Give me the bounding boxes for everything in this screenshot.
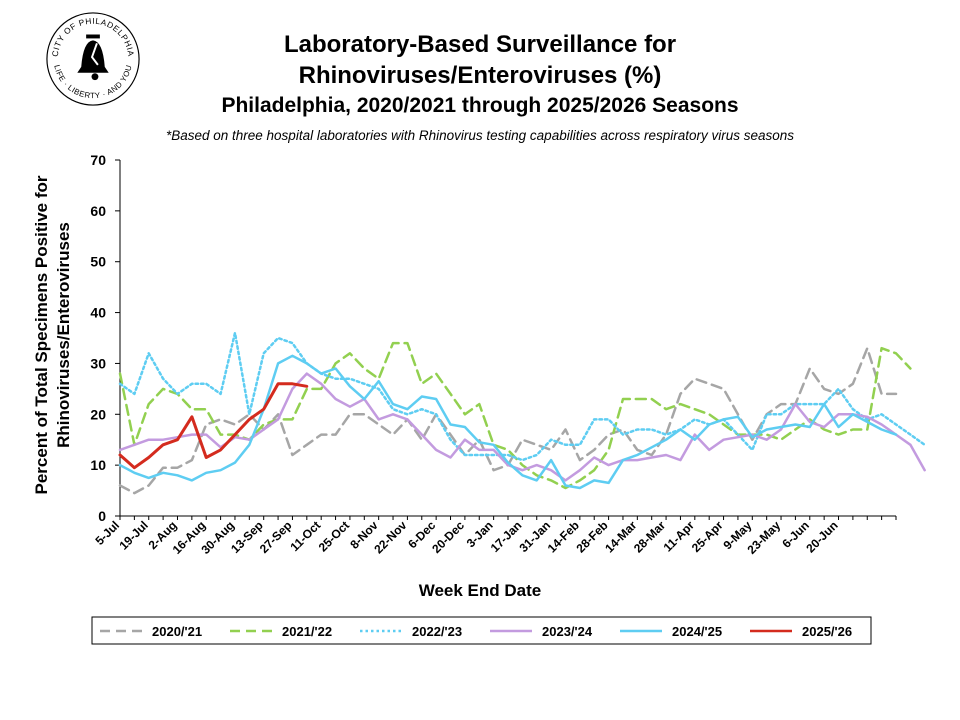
series-line-202122: [118, 341, 912, 490]
chart-subtitle: Philadelphia, 2020/2021 through 2025/202…: [221, 94, 739, 117]
series-line-202223: [118, 331, 926, 462]
x-tick-label: 27-Sep: [257, 518, 295, 556]
y-tick-label: 30: [90, 355, 106, 371]
x-tick-label: 28-Mar: [631, 518, 668, 555]
y-axis-title-line-1: Percent of Total Specimens Positive for: [32, 175, 51, 494]
legend-label: 2024/'25: [672, 624, 722, 639]
x-tick-label: 11-Oct: [287, 518, 323, 554]
x-tick-label: 25-Oct: [316, 518, 352, 554]
y-tick-label: 50: [90, 254, 106, 270]
x-tick-label: 17-Jan: [488, 518, 525, 555]
legend-label: 2020/'21: [152, 624, 202, 639]
x-tick-label: 20-Jun: [803, 518, 840, 555]
x-tick-label: 20-Dec: [429, 518, 467, 556]
series-line-202526: [118, 382, 309, 470]
liberty-bell-icon: [77, 34, 109, 81]
chart-title-line-2: Rhinoviruses/Enteroviruses (%): [298, 62, 662, 89]
y-axis-title-line-2: Rhinoviruses/Enteroviruses: [54, 222, 73, 448]
series-line-202021: [118, 346, 898, 495]
y-tick-label: 10: [90, 457, 106, 473]
footnote: *Based on three hospital laboratories wi…: [165, 128, 795, 143]
legend-label: 2021/'22: [282, 624, 332, 639]
x-tick-label: 23-May: [744, 518, 783, 557]
series-line-202324: [118, 372, 926, 482]
legend-label: 2022/'23: [412, 624, 462, 639]
chart-title-line-1: Laboratory-Based Surveillance for: [283, 31, 677, 58]
x-tick-label: 19-Jul: [116, 518, 150, 552]
y-tick-label: 70: [90, 152, 106, 168]
series-line-202425: [118, 354, 898, 490]
y-tick-label: 60: [90, 203, 106, 219]
y-tick-label: 20: [90, 406, 106, 422]
legend: 2020/'21 2021/'22 2022/'23 2023/'24 2024/'25…: [91, 616, 872, 645]
city-seal-logo: CITY OF PHILADELPHIA LIFE · LIBERTY · AN…: [46, 12, 140, 106]
x-axis-title: Week End Date: [419, 581, 542, 600]
y-tick-label: 40: [90, 305, 106, 321]
legend-label: 2023/'24: [542, 624, 593, 639]
legend-box: [91, 616, 872, 645]
x-tick-label: 22-Nov: [371, 518, 409, 556]
y-tick-label: 0: [98, 508, 106, 524]
x-tick-label: 25-Apr: [689, 518, 726, 555]
legend-label: 2025/'26: [802, 624, 852, 639]
